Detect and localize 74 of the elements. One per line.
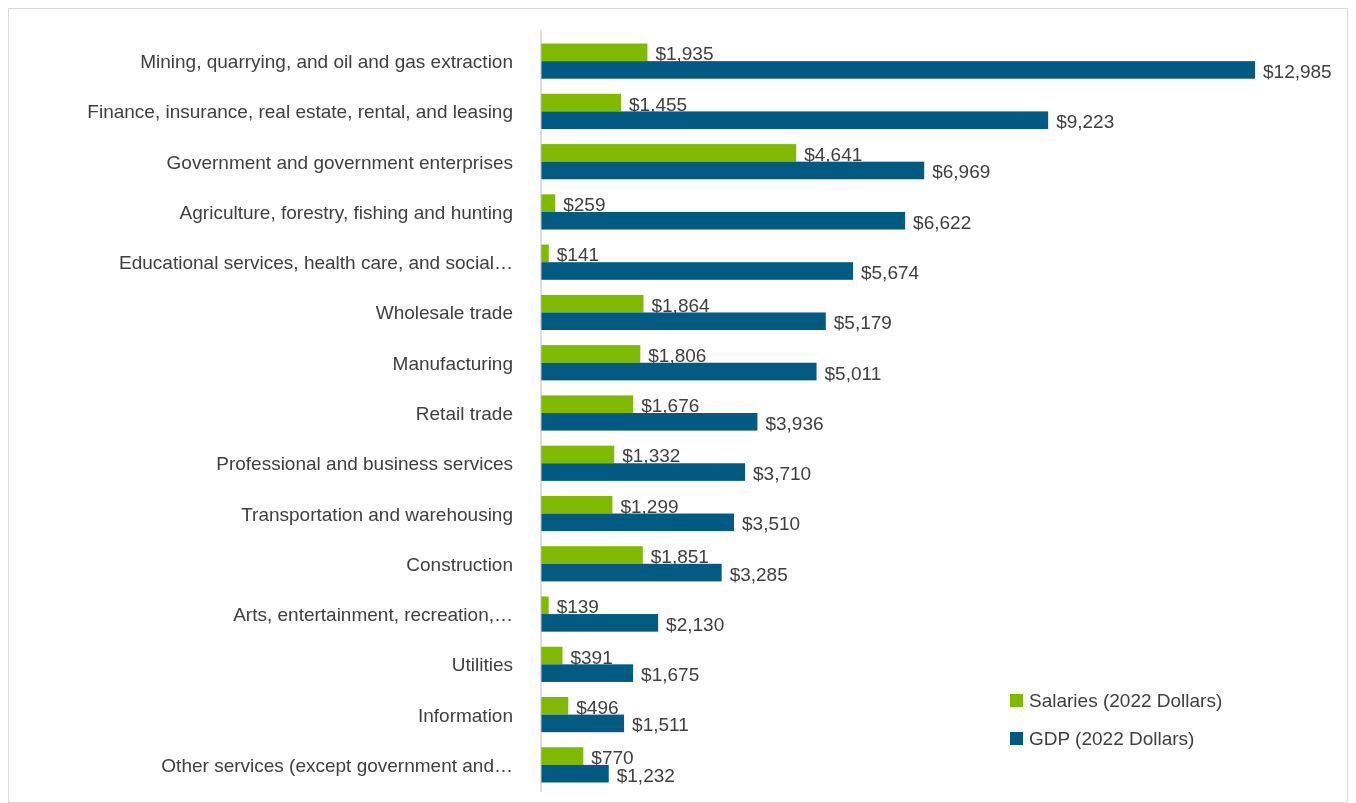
data-label: $496 bbox=[576, 696, 619, 718]
y-tick-label: Wholesale trade bbox=[375, 302, 513, 324]
data-label: $259 bbox=[563, 194, 606, 216]
bar bbox=[541, 194, 556, 212]
bar bbox=[541, 262, 853, 280]
data-label: $3,710 bbox=[753, 463, 812, 485]
bar bbox=[541, 513, 734, 532]
data-label: $1,864 bbox=[651, 294, 711, 316]
bar bbox=[541, 211, 906, 230]
bar bbox=[541, 395, 634, 413]
y-tick-label: Arts, entertainment, recreation,… bbox=[233, 604, 513, 626]
data-label: $6,622 bbox=[913, 211, 972, 233]
data-label: $4,641 bbox=[804, 143, 863, 165]
data-label: $1,935 bbox=[655, 43, 714, 65]
data-label: $141 bbox=[556, 244, 600, 266]
bar bbox=[541, 714, 625, 733]
data-label: $1,806 bbox=[648, 344, 707, 366]
data-label: $391 bbox=[570, 646, 613, 668]
legend-label: Salaries (2022 Dollars) bbox=[1029, 690, 1223, 711]
y-tick-label: Information bbox=[417, 704, 513, 726]
bar bbox=[541, 664, 634, 682]
data-label: $6,969 bbox=[932, 161, 991, 183]
y-tick-label: Retail trade bbox=[415, 403, 513, 424]
y-tick-label: Government and government enterprises bbox=[166, 151, 513, 173]
bar bbox=[541, 362, 817, 381]
y-tick-label: Construction bbox=[406, 553, 513, 575]
data-label: $3,936 bbox=[765, 412, 824, 434]
data-label: $5,179 bbox=[833, 312, 892, 334]
data-label: $3,285 bbox=[729, 563, 788, 585]
y-tick-label: Other services (except government and… bbox=[161, 754, 513, 776]
data-label: $1,851 bbox=[650, 546, 709, 567]
y-tick-label: Mining, quarrying, and oil and gas extraction bbox=[140, 51, 513, 73]
y-tick-label: Transportation and warehousing bbox=[241, 503, 513, 525]
bar bbox=[541, 93, 622, 112]
data-label: $1,332 bbox=[622, 445, 681, 467]
bar bbox=[541, 697, 569, 715]
data-label: $9,223 bbox=[1056, 111, 1115, 133]
bar bbox=[541, 294, 644, 313]
data-label: $2,130 bbox=[666, 613, 725, 635]
bar bbox=[541, 43, 648, 62]
bar bbox=[541, 495, 613, 514]
bar bbox=[541, 161, 925, 180]
data-label: $12,985 bbox=[1263, 60, 1332, 82]
bar bbox=[541, 345, 641, 363]
bar bbox=[541, 546, 643, 564]
bar bbox=[541, 563, 722, 582]
data-label: $5,674 bbox=[860, 262, 920, 283]
bar bbox=[541, 646, 563, 665]
y-tick-label: Agriculture, forestry, fishing and hunting bbox=[179, 201, 513, 223]
bar bbox=[541, 445, 615, 464]
bar bbox=[541, 747, 584, 765]
y-tick-label: Professional and business services bbox=[216, 453, 513, 475]
bar bbox=[541, 463, 745, 481]
y-tick-label: Manufacturing bbox=[392, 352, 513, 374]
data-label: $1,299 bbox=[620, 495, 679, 517]
bar bbox=[541, 413, 758, 431]
data-label: $1,675 bbox=[641, 664, 700, 686]
y-tick-label: Finance, insurance, real estate, rental, and leasing bbox=[87, 101, 513, 123]
bar bbox=[541, 61, 1255, 79]
data-label: $1,455 bbox=[629, 93, 688, 115]
bar bbox=[541, 144, 797, 162]
bar bbox=[541, 111, 1049, 129]
data-label: $5,011 bbox=[824, 362, 882, 384]
bar bbox=[541, 596, 549, 615]
data-label: $1,511 bbox=[632, 714, 689, 736]
y-tick-label: Educational services, health care, and social… bbox=[119, 252, 513, 274]
bar bbox=[541, 764, 609, 783]
legend-label: GDP (2022 Dollars) bbox=[1029, 728, 1195, 749]
y-tick-label: Utilities bbox=[451, 654, 513, 676]
bar bbox=[541, 614, 659, 632]
data-label: $3,510 bbox=[742, 513, 801, 535]
data-label: $1,676 bbox=[641, 395, 700, 417]
data-label: $139 bbox=[556, 596, 599, 618]
bar bbox=[541, 312, 826, 331]
